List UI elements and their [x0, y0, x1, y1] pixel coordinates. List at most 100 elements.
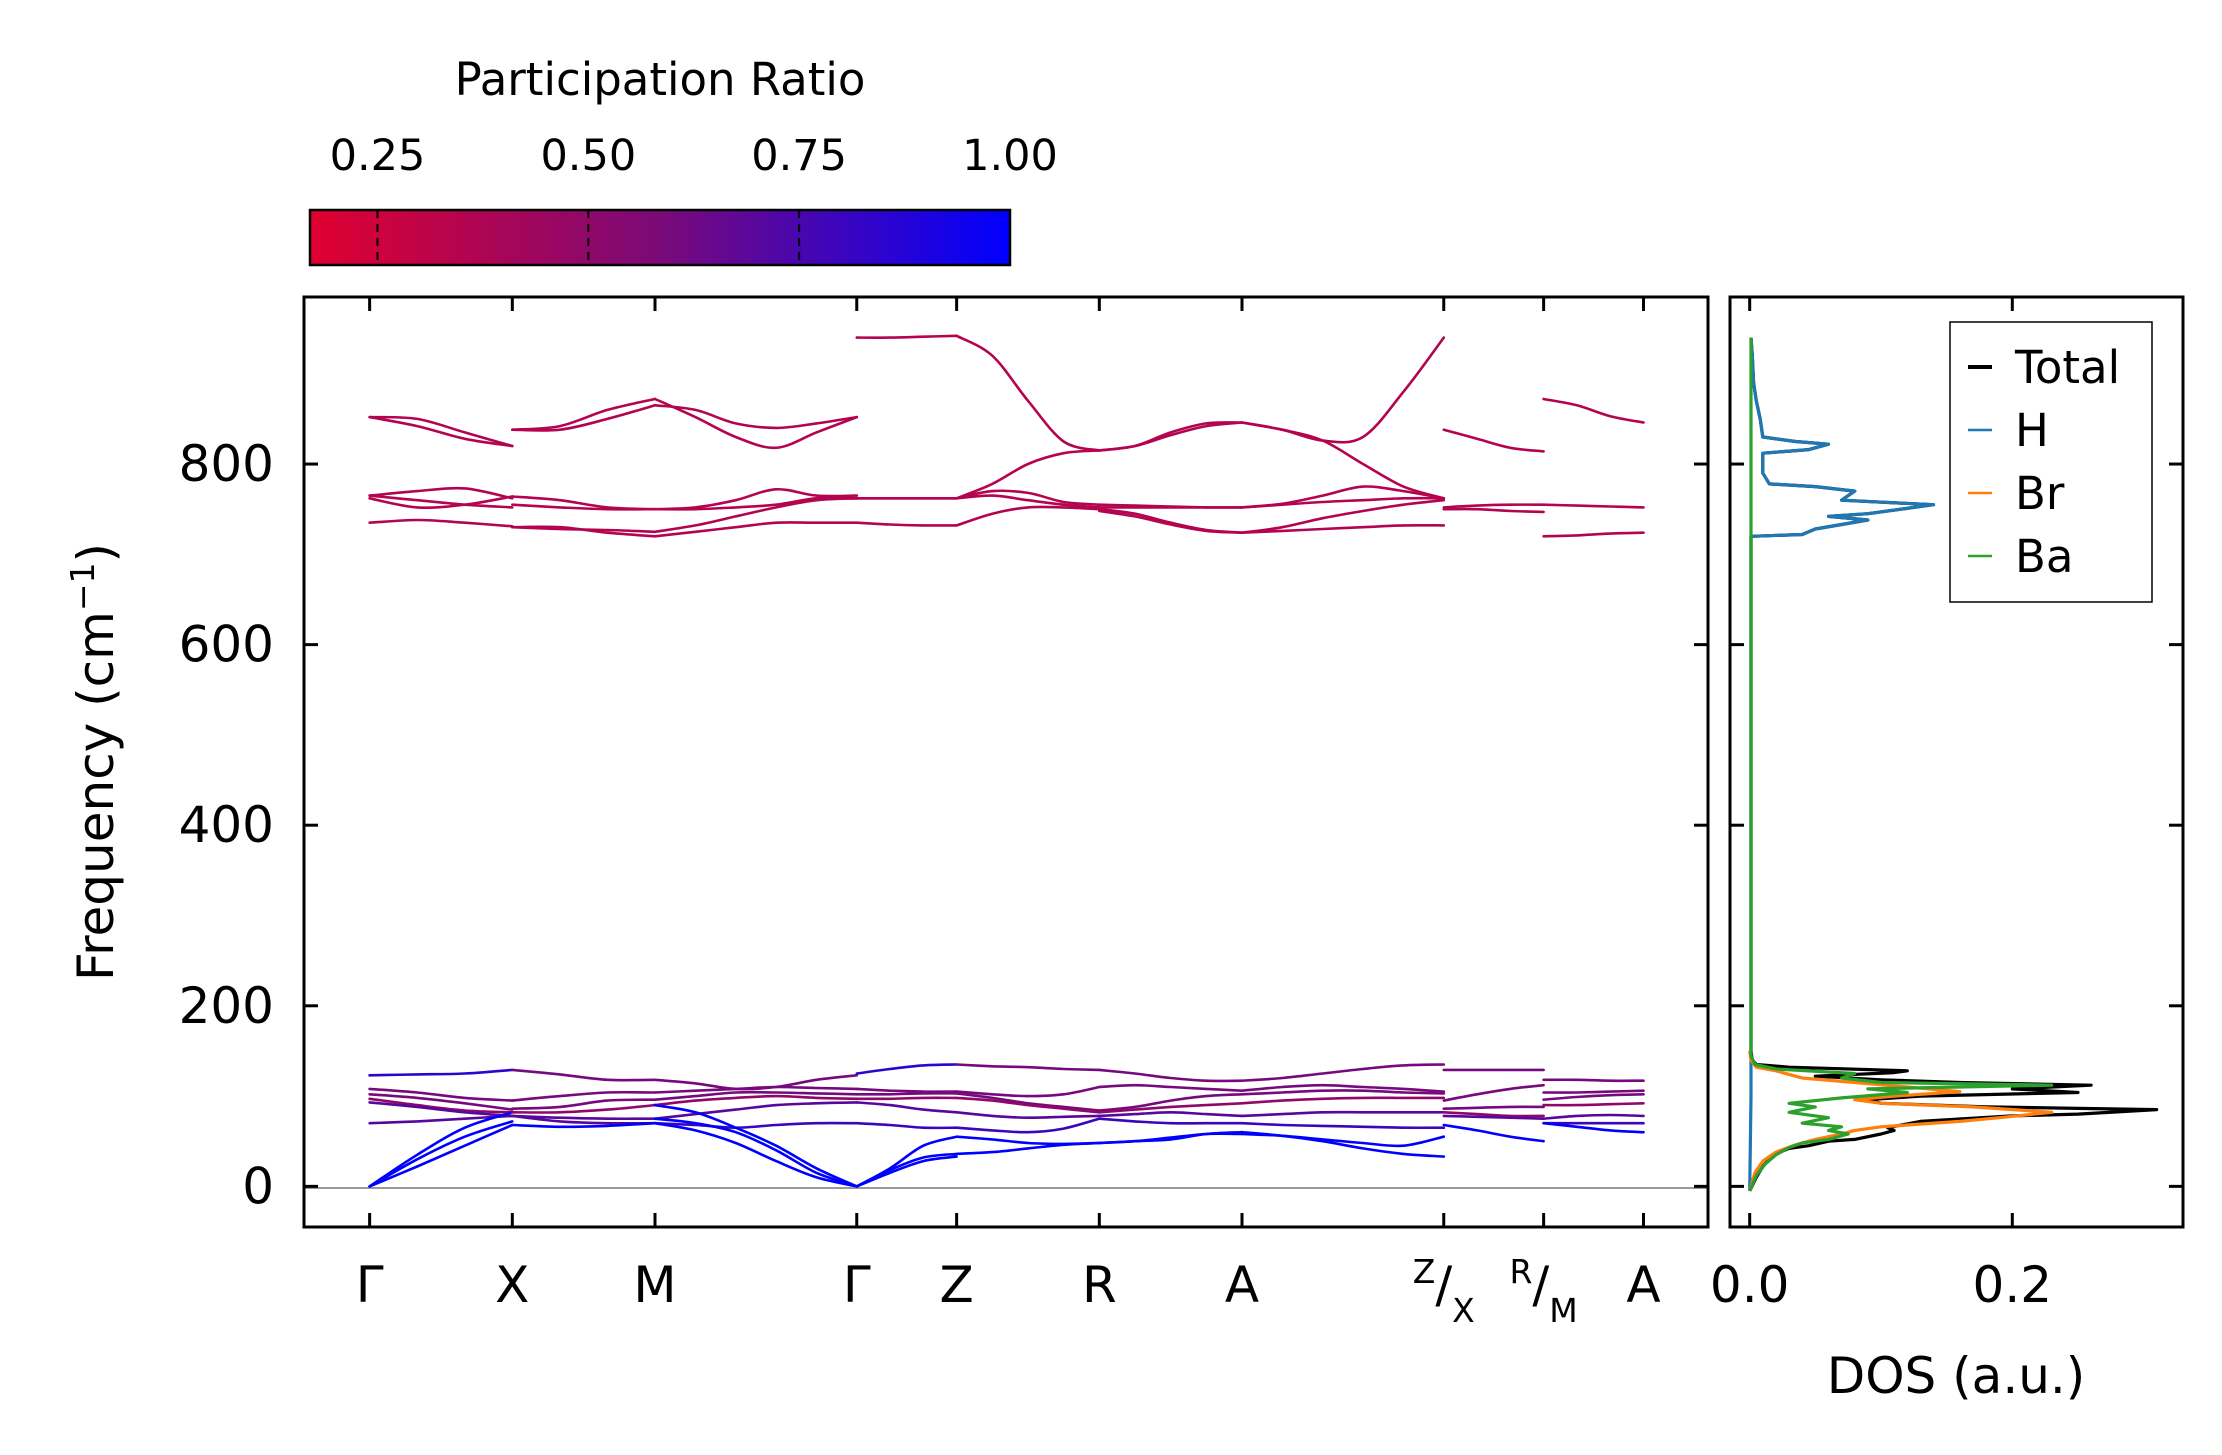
phonon-band [1442, 507, 1545, 514]
phonon-band [855, 334, 958, 339]
phonon-band [855, 1096, 958, 1101]
phonon-band [1442, 503, 1545, 509]
x-tick-label: A [1225, 1256, 1259, 1314]
x-tick-label-sub: X [1452, 1291, 1475, 1330]
phonon-band [1098, 1083, 1244, 1092]
phonon-band [955, 1096, 1101, 1114]
band-segment-7 [1442, 428, 1545, 1143]
phonon-band [955, 505, 1101, 527]
phonon-band [1240, 1063, 1446, 1082]
dos-x-tick-label: 0.0 [1710, 1256, 1790, 1314]
colorbar-gradient [308, 208, 1012, 267]
band-segment-4 [955, 334, 1101, 1156]
y-tick-label: 400 [179, 796, 274, 854]
x-tick-label: Γ [843, 1256, 871, 1314]
phonon-band [653, 1090, 859, 1101]
phonon-band [368, 1097, 514, 1114]
phonon-band [1098, 1110, 1244, 1118]
x-tick-label: R [1082, 1256, 1117, 1314]
phonon-band [955, 1085, 1101, 1098]
phonon-band [653, 1085, 859, 1094]
x-tick-label-combined: Z/X [1413, 1252, 1475, 1330]
y-axis-label-sup: −1 [63, 562, 102, 611]
phonon-band [653, 1094, 859, 1107]
phonon-band [510, 404, 657, 432]
phonon-band [653, 1121, 859, 1188]
phonon-band [855, 521, 958, 527]
frequency-axis: 0 200 400 600 800 [179, 435, 1708, 1215]
phonon-band [1542, 503, 1645, 509]
phonon-band [955, 1117, 1101, 1134]
x-tick-label-sep: / [1435, 1256, 1452, 1314]
x-tick-label-sub: M [1549, 1291, 1577, 1330]
colorbar: Participation Ratio 0.25 0.50 0.75 1.00 [308, 53, 1058, 267]
phonon-band [1240, 1096, 1446, 1105]
phonon-band [653, 1117, 859, 1188]
phonon-band [368, 1068, 514, 1077]
y-axis-label: Frequency (cm−1) [63, 543, 126, 981]
phonon-band [955, 1063, 1101, 1072]
phonon-band [1098, 509, 1244, 534]
x-tick-label-combined: R/M [1509, 1252, 1577, 1330]
band-segment-5 [1098, 421, 1244, 1145]
phonon-band [855, 1092, 958, 1096]
phonon-band [1240, 1121, 1446, 1130]
phonon-band [1098, 1102, 1244, 1114]
phonon-band [510, 1068, 657, 1082]
band-segment-3 [855, 334, 958, 1188]
phonon-band [1542, 1078, 1645, 1083]
colorbar-tick-label: 0.50 [540, 131, 636, 181]
band-segment-8 [1542, 397, 1645, 1134]
phonon-band [1542, 1093, 1645, 1101]
phonon-band [1240, 1110, 1446, 1118]
band-lines [368, 334, 1645, 1188]
dos-panel-frame [1728, 295, 2185, 1229]
dos-panel: 0.0 0.2 DOS (a.u.) Total H Br Ba [1710, 295, 2185, 1405]
phonon-band [1442, 1114, 1545, 1120]
phonon-band [510, 397, 657, 431]
phonon-band [368, 415, 514, 448]
phonon-band [368, 495, 514, 509]
phonon-band [1240, 1083, 1446, 1093]
x-tick-label-sep: / [1532, 1256, 1549, 1314]
colorbar-tick-label: 0.75 [751, 131, 847, 181]
phonon-band [510, 1098, 657, 1110]
phonon-band [1240, 523, 1446, 534]
phonon-band [368, 486, 514, 500]
x-tick-label-sup: Z [1413, 1252, 1436, 1291]
band-panel-frame [302, 295, 1710, 1229]
phonon-band [653, 487, 859, 511]
phonon-band [855, 1101, 958, 1114]
colorbar-ticks: 0.25 0.50 0.75 1.00 [330, 131, 1058, 265]
x-tick-label: A [1626, 1256, 1660, 1314]
y-tick-label: 800 [179, 435, 274, 493]
phonon-band [510, 1090, 657, 1102]
dos-x-axis-label: DOS (a.u.) [1827, 1347, 2086, 1405]
phonon-band [653, 521, 859, 538]
band-segment-6 [1240, 336, 1446, 1158]
phonon-band [1442, 1083, 1545, 1102]
phonon-band [1442, 428, 1545, 453]
y-tick-label: 600 [179, 616, 274, 674]
phonon-band [368, 518, 514, 528]
y-tick-label: 0 [242, 1157, 274, 1215]
phonon-band [368, 1111, 514, 1188]
phonon-band [1098, 507, 1244, 534]
phonon-band [955, 1092, 1101, 1112]
phonon-band [1542, 531, 1645, 538]
legend-label: H [2015, 404, 2049, 457]
phonon-band [855, 1155, 958, 1188]
phonon-band [1542, 1102, 1645, 1107]
legend-label: Br [2015, 467, 2065, 520]
colorbar-tick-label: 1.00 [962, 131, 1058, 181]
legend-label: Ba [2015, 530, 2073, 583]
dos-curve-h [1748, 337, 1936, 1191]
phonon-band [510, 1121, 657, 1129]
phonon-band [510, 1103, 657, 1114]
phonon-band [1098, 421, 1244, 452]
phonon-band [510, 1114, 657, 1121]
phonon-band [368, 1093, 514, 1111]
phonon-band [1240, 421, 1446, 500]
